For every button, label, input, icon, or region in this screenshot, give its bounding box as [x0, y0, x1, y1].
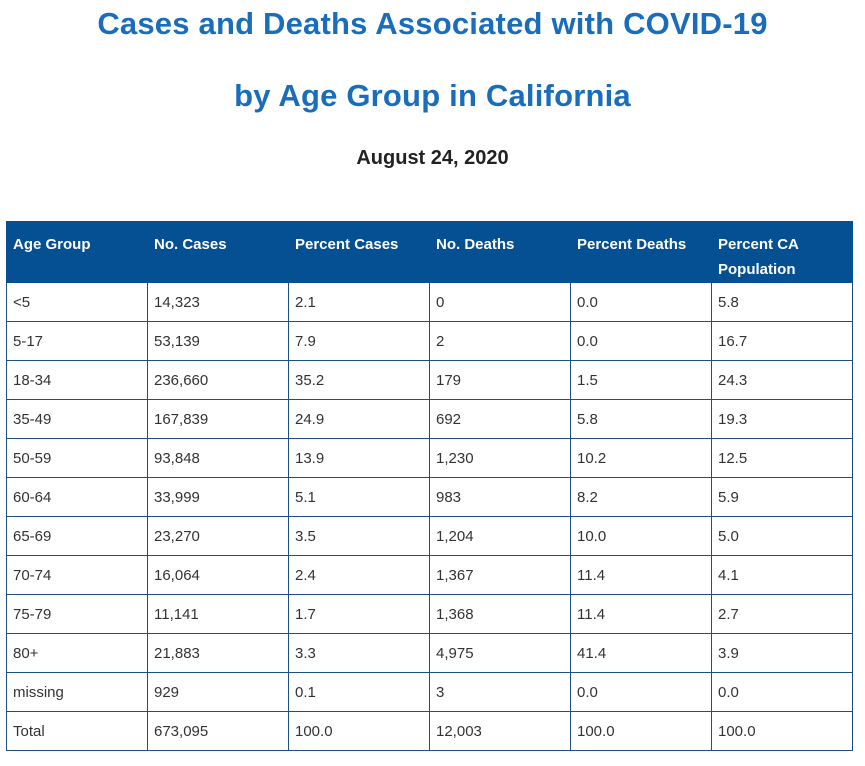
cell-no-cases: 167,839 [147, 399, 289, 439]
cell-no-cases: 673,095 [147, 711, 289, 751]
table-row: 60-64 33,999 5.1 983 8.2 5.9 [6, 477, 853, 517]
cell-percent-cases: 3.3 [288, 633, 430, 673]
column-header-age-group: Age Group [6, 221, 148, 283]
cell-percent-cases: 1.7 [288, 594, 430, 634]
cell-percent-ca-population: 12.5 [711, 438, 853, 478]
cell-percent-ca-population: 19.3 [711, 399, 853, 439]
cell-percent-deaths: 10.2 [570, 438, 712, 478]
cell-age-group: Total [6, 711, 148, 751]
cell-no-cases: 16,064 [147, 555, 289, 595]
table-row: <5 14,323 2.1 0 0.0 5.8 [6, 282, 853, 322]
report-date: August 24, 2020 [356, 147, 509, 169]
cell-no-cases: 23,270 [147, 516, 289, 556]
table-total-row: Total 673,095 100.0 12,003 100.0 100.0 [6, 711, 853, 751]
cell-age-group: 18-34 [6, 360, 148, 400]
table-row: 18-34 236,660 35.2 179 1.5 24.3 [6, 360, 853, 400]
column-header-percent-deaths: Percent Deaths [570, 221, 712, 283]
cell-percent-ca-population: 5.8 [711, 282, 853, 322]
cell-percent-cases: 3.5 [288, 516, 430, 556]
cell-no-deaths: 3 [429, 672, 571, 712]
cell-age-group: 80+ [6, 633, 148, 673]
cell-percent-ca-population: 5.0 [711, 516, 853, 556]
page-title-line-2: by Age Group in California [234, 78, 631, 113]
cell-percent-ca-population: 100.0 [711, 711, 853, 751]
cell-no-deaths: 983 [429, 477, 571, 517]
table-row: 70-74 16,064 2.4 1,367 11.4 4.1 [6, 555, 853, 595]
table-row: 75-79 11,141 1.7 1,368 11.4 2.7 [6, 594, 853, 634]
cell-percent-ca-population: 2.7 [711, 594, 853, 634]
cell-percent-ca-population: 24.3 [711, 360, 853, 400]
cell-percent-ca-population: 3.9 [711, 633, 853, 673]
page-title: Cases and Deaths Associated with COVID-1… [97, 6, 768, 41]
cell-percent-cases: 2.4 [288, 555, 430, 595]
cell-percent-deaths: 11.4 [570, 594, 712, 634]
cell-percent-deaths: 0.0 [570, 672, 712, 712]
cell-percent-deaths: 11.4 [570, 555, 712, 595]
table-row: 5-17 53,139 7.9 2 0.0 16.7 [6, 321, 853, 361]
cell-percent-deaths: 0.0 [570, 321, 712, 361]
cell-age-group: 60-64 [6, 477, 148, 517]
cell-percent-cases: 2.1 [288, 282, 430, 322]
cell-percent-ca-population: 0.0 [711, 672, 853, 712]
table-header-row: Age Group No. Cases Percent Cases No. De… [6, 221, 853, 283]
column-header-percent-ca-population: Percent CA Population [711, 221, 853, 283]
cell-no-deaths: 1,367 [429, 555, 571, 595]
cell-age-group: 50-59 [6, 438, 148, 478]
column-header-percent-cases: Percent Cases [288, 221, 430, 283]
cell-percent-deaths: 100.0 [570, 711, 712, 751]
cell-age-group: <5 [6, 282, 148, 322]
cell-percent-deaths: 0.0 [570, 282, 712, 322]
cell-percent-deaths: 1.5 [570, 360, 712, 400]
cell-no-cases: 929 [147, 672, 289, 712]
cell-percent-deaths: 8.2 [570, 477, 712, 517]
cell-no-cases: 14,323 [147, 282, 289, 322]
column-header-no-deaths: No. Deaths [429, 221, 571, 283]
table-row: 50-59 93,848 13.9 1,230 10.2 12.5 [6, 438, 853, 478]
cell-percent-ca-population: 16.7 [711, 321, 853, 361]
cell-percent-ca-population: 4.1 [711, 555, 853, 595]
cell-percent-cases: 35.2 [288, 360, 430, 400]
cell-percent-deaths: 5.8 [570, 399, 712, 439]
cell-percent-deaths: 41.4 [570, 633, 712, 673]
cell-age-group: 75-79 [6, 594, 148, 634]
cell-no-deaths: 1,230 [429, 438, 571, 478]
cell-no-cases: 236,660 [147, 360, 289, 400]
cell-no-deaths: 12,003 [429, 711, 571, 751]
cell-no-deaths: 4,975 [429, 633, 571, 673]
cell-age-group: 65-69 [6, 516, 148, 556]
cell-no-cases: 11,141 [147, 594, 289, 634]
column-header-no-cases: No. Cases [147, 221, 289, 283]
table-row: missing 929 0.1 3 0.0 0.0 [6, 672, 853, 712]
cell-age-group: missing [6, 672, 148, 712]
cell-percent-ca-population: 5.9 [711, 477, 853, 517]
cell-age-group: 5-17 [6, 321, 148, 361]
cell-percent-cases: 13.9 [288, 438, 430, 478]
covid-age-group-table: Age Group No. Cases Percent Cases No. De… [6, 221, 853, 751]
table-row: 80+ 21,883 3.3 4,975 41.4 3.9 [6, 633, 853, 673]
cell-no-cases: 21,883 [147, 633, 289, 673]
cell-no-deaths: 692 [429, 399, 571, 439]
table-row: 35-49 167,839 24.9 692 5.8 19.3 [6, 399, 853, 439]
cell-no-deaths: 2 [429, 321, 571, 361]
cell-no-cases: 93,848 [147, 438, 289, 478]
table-row: 65-69 23,270 3.5 1,204 10.0 5.0 [6, 516, 853, 556]
cell-no-cases: 33,999 [147, 477, 289, 517]
cell-no-deaths: 179 [429, 360, 571, 400]
cell-no-cases: 53,139 [147, 321, 289, 361]
cell-percent-cases: 100.0 [288, 711, 430, 751]
cell-no-deaths: 0 [429, 282, 571, 322]
cell-age-group: 70-74 [6, 555, 148, 595]
cell-no-deaths: 1,204 [429, 516, 571, 556]
cell-percent-deaths: 10.0 [570, 516, 712, 556]
cell-no-deaths: 1,368 [429, 594, 571, 634]
cell-percent-cases: 7.9 [288, 321, 430, 361]
cell-percent-cases: 0.1 [288, 672, 430, 712]
cell-percent-cases: 24.9 [288, 399, 430, 439]
cell-percent-cases: 5.1 [288, 477, 430, 517]
cell-age-group: 35-49 [6, 399, 148, 439]
